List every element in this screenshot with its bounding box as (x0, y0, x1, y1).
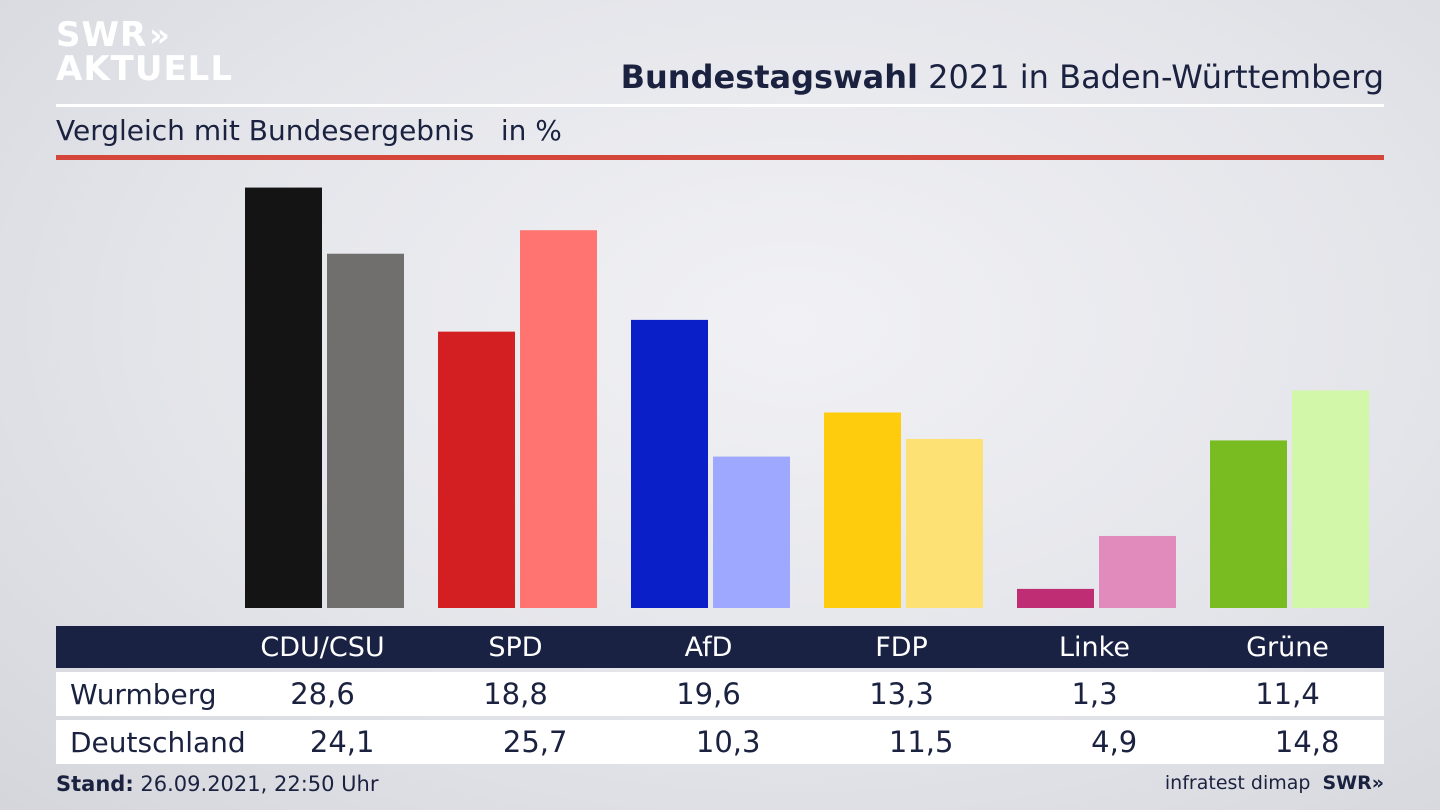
value-cell-0: 28,6 (290, 677, 355, 711)
table-row: Deutschland 24,1 25,7 10,3 11,5 4,9 14,8 (56, 720, 1384, 764)
bar-fdp-1 (906, 438, 983, 608)
bar-linke-0 (1017, 588, 1094, 608)
bar-spd-0 (438, 331, 515, 608)
header-cell-0: CDU/CSU (260, 631, 385, 663)
value-cell-2: 19,6 (676, 677, 741, 711)
header-cell-2: AfD (684, 631, 733, 663)
row-label: Deutschland (70, 725, 246, 759)
bar-spd-1 (520, 230, 597, 608)
table-header-row: CDU/CSU SPD AfD FDP Linke Grüne (56, 626, 1384, 668)
table-row: Wurmberg 28,6 18,8 19,6 13,3 1,3 11,4 (56, 672, 1384, 716)
stand-value: 26.09.2021, 22:50 Uhr (133, 772, 379, 796)
header-cell-5: Grüne (1246, 631, 1329, 663)
title-bold: Bundestagswahl (620, 58, 918, 96)
value-cell-3: 11,5 (888, 725, 954, 759)
logo-swr-text: SWR (56, 15, 148, 55)
value-cell-1: 18,8 (483, 677, 548, 711)
bar-afd-0 (631, 319, 708, 608)
bar-grne-0 (1210, 440, 1287, 608)
bar-linke-1 (1099, 535, 1176, 608)
stand-label: Stand: (56, 772, 134, 796)
chart-title: Bundestagswahl 2021 in Baden-Württemberg (621, 58, 1384, 96)
row-label: Wurmberg (70, 677, 217, 711)
bar-cducsu-1 (327, 253, 404, 609)
header-divider (56, 104, 1384, 107)
row-cells: 24,1 25,7 10,3 11,5 4,9 14,8 (246, 725, 1404, 759)
value-cell-0: 24,1 (309, 725, 375, 759)
value-cell-5: 14,8 (1274, 725, 1340, 759)
value-cell-1: 25,7 (502, 725, 568, 759)
source-text: infratest dimap (1164, 772, 1311, 794)
header-cells: CDU/CSU SPD AfD FDP Linke Grüne (226, 632, 1384, 663)
value-cell-4: 4,9 (1091, 725, 1138, 759)
bar-grne-1 (1292, 390, 1369, 608)
header-cell-1: SPD (488, 631, 543, 663)
row-cells: 28,6 18,8 19,6 13,3 1,3 11,4 (226, 677, 1384, 711)
chart-subtitle: Vergleich mit Bundesergebnis in % (56, 114, 562, 147)
swr-small-logo: SWR» (1322, 772, 1384, 794)
bar-chart (245, 187, 1369, 609)
header-cell-3: FDP (875, 631, 928, 663)
value-cell-5: 11,4 (1255, 677, 1320, 711)
value-cell-3: 13,3 (869, 677, 934, 711)
bar-fdp-0 (824, 412, 901, 608)
swr-aktuell-logo: SWR » AKTUELL (56, 18, 233, 86)
title-rest: 2021 in Baden-Württemberg (917, 58, 1384, 96)
header-cell-4: Linke (1059, 631, 1130, 663)
bar-afd-1 (713, 456, 790, 608)
logo-aktuell-text: AKTUELL (56, 49, 234, 89)
source-credit: infratest dimap SWR» (1165, 772, 1384, 794)
accent-rule (56, 155, 1384, 160)
value-cell-4: 1,3 (1071, 677, 1118, 711)
timestamp: Stand: 26.09.2021, 22:50 Uhr (56, 772, 379, 796)
bar-cducsu-0 (245, 187, 322, 608)
value-cell-2: 10,3 (695, 725, 761, 759)
results-table: CDU/CSU SPD AfD FDP Linke Grüne Wurmberg 28,6… (56, 626, 1384, 764)
